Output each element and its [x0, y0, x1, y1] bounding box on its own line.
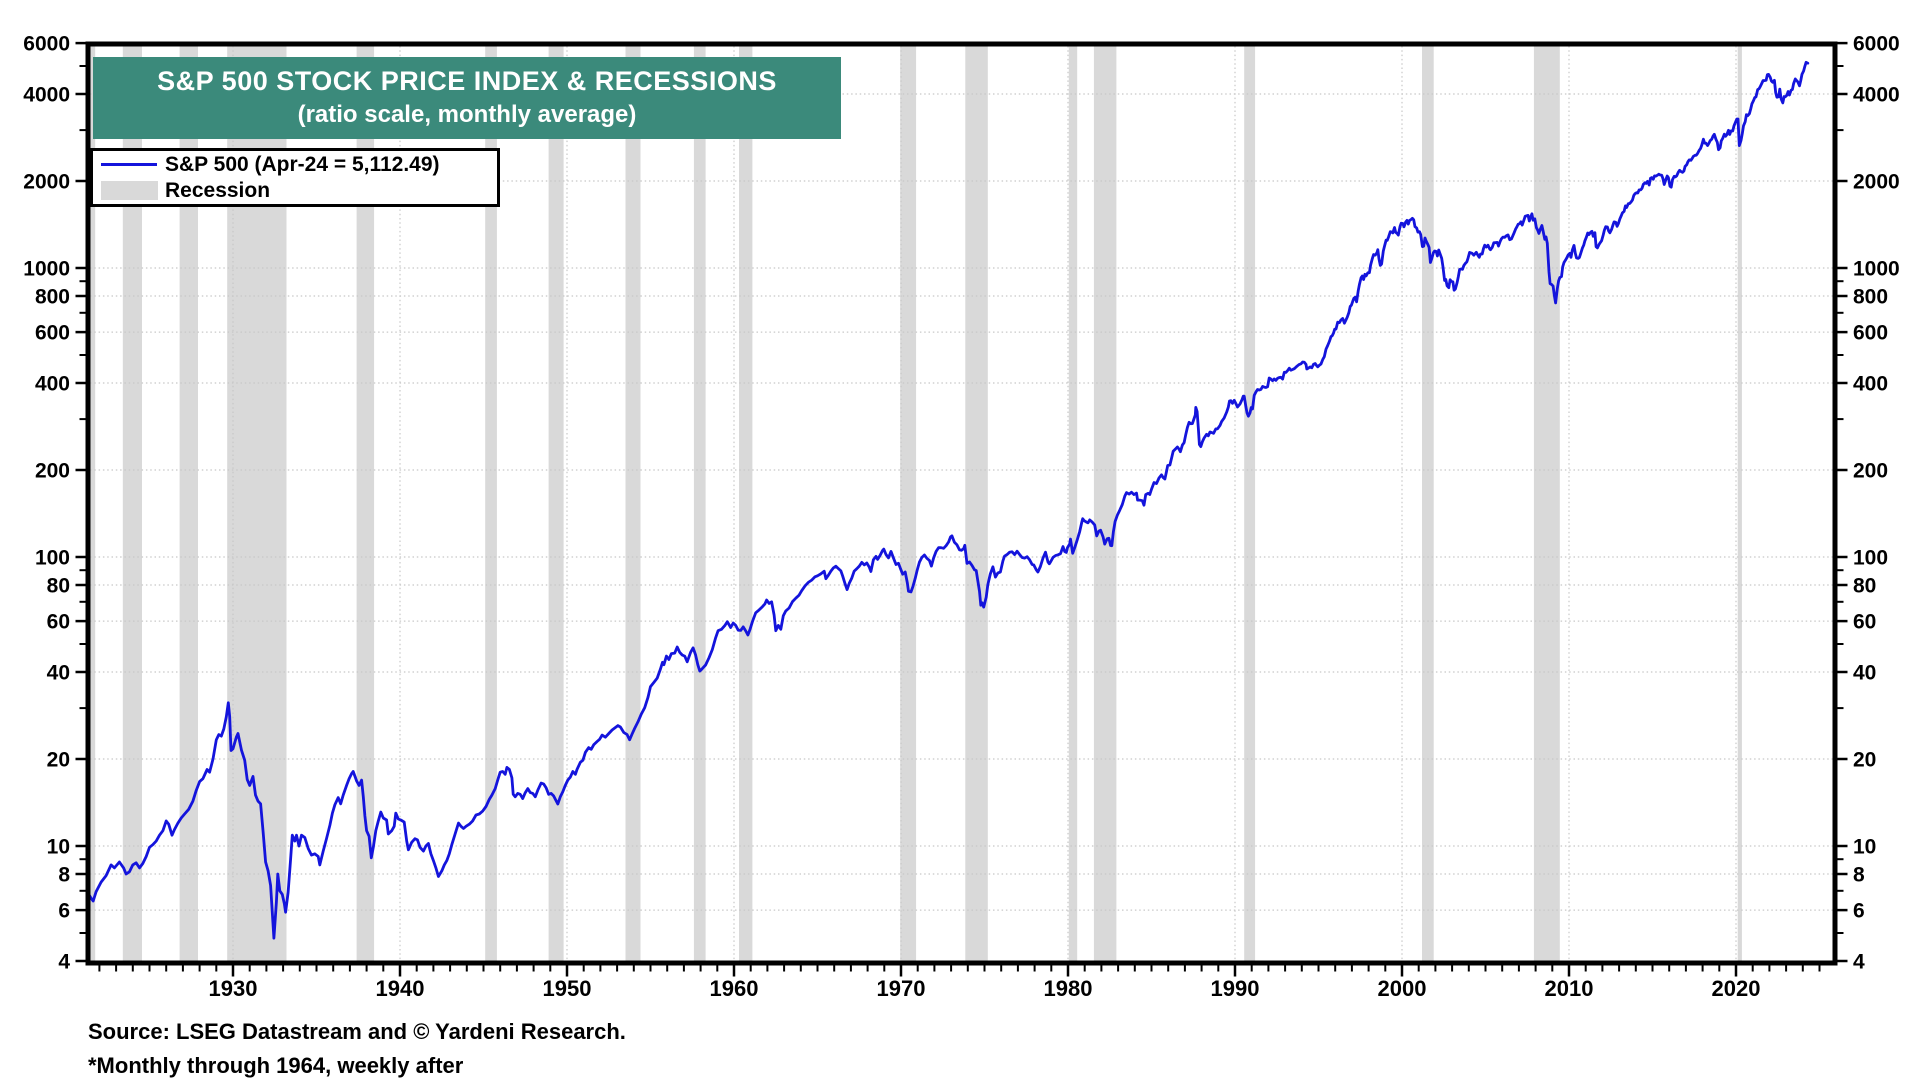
- legend-label-sp500: S&P 500 (Apr-24 = 5,112.49): [165, 152, 440, 176]
- axis-tick-label: 1000: [1853, 258, 1900, 281]
- axis-tick-label: 2000: [1378, 976, 1427, 1001]
- axis-tick-label: 40: [1853, 662, 1876, 685]
- axis-tick-label: 4: [1853, 951, 1865, 974]
- gridlines: [90, 46, 1833, 961]
- axis-tick-label: 60: [1853, 611, 1876, 634]
- axis-tick-label: 4: [58, 951, 70, 974]
- axis-tick-label: 800: [35, 286, 70, 309]
- axis-tick-label: 400: [1853, 373, 1888, 396]
- axis-tick-label: 6000: [23, 33, 70, 56]
- axis-tick-label: 20: [1853, 749, 1876, 772]
- legend-row-recession: Recession: [93, 178, 497, 204]
- sp500-line: [88, 60, 1810, 940]
- axis-tick-label: 4000: [1853, 84, 1900, 107]
- frequency-note: *Monthly through 1964, weekly after: [88, 1053, 464, 1078]
- axis-tick-label: 10: [47, 836, 70, 859]
- axis-tick-label: 400: [35, 373, 70, 396]
- chart-title: S&P 500 STOCK PRICE INDEX & RECESSIONS: [157, 66, 777, 96]
- axis-tick-label: 2000: [1853, 171, 1900, 194]
- axis-tick-label: 80: [47, 575, 70, 598]
- plot-frame: [85, 41, 1838, 966]
- axis-tick-label: 800: [1853, 286, 1888, 309]
- axis-tick-label: 4000: [23, 84, 70, 107]
- axis-tick-label: 20: [47, 749, 70, 772]
- axis-tick-label: 200: [35, 460, 70, 483]
- chart-subtitle: (ratio scale, monthly average): [297, 101, 637, 128]
- axis-tick-label: 2020: [1712, 976, 1761, 1001]
- recession-swatch: [100, 181, 158, 200]
- axis-tick-label: 1940: [376, 976, 425, 1001]
- sp500-line-swatch: [101, 163, 157, 166]
- axis-tick-label: 2000: [23, 171, 70, 194]
- axis-tick-label: 1960: [710, 976, 759, 1001]
- axis-tick-label: 100: [1853, 547, 1888, 570]
- axis-tick-label: 100: [35, 547, 70, 570]
- axis-tick-label: 80: [1853, 575, 1876, 598]
- legend-label-recession: Recession: [165, 178, 271, 202]
- axis-tick-label: 40: [47, 662, 70, 685]
- legend-row-sp500: S&P 500 (Apr-24 = 5,112.49): [93, 152, 497, 178]
- sp500-series: [88, 60, 1810, 940]
- chart-title-box: S&P 500 STOCK PRICE INDEX & RECESSIONS (…: [93, 57, 841, 139]
- axis-tick-label: 1000: [23, 258, 70, 281]
- axis-tick-label: 1950: [543, 976, 592, 1001]
- axis-tick-label: 600: [35, 322, 70, 345]
- axis-tick-label: 6000: [1853, 33, 1900, 56]
- axis-tick-label: 1990: [1211, 976, 1260, 1001]
- recession-bands: [88, 46, 1742, 961]
- axis-tick-label: 1980: [1044, 976, 1093, 1001]
- axis-tick-label: 2010: [1545, 976, 1594, 1001]
- axis-tick-label: 6: [1853, 900, 1865, 923]
- legend: S&P 500 (Apr-24 = 5,112.49) Recession: [90, 148, 500, 207]
- axis-tick-label: 60: [47, 611, 70, 634]
- axis-ticks: [75, 41, 1848, 977]
- axis-tick-label: 6: [58, 900, 70, 923]
- axis-tick-label: 1970: [877, 976, 926, 1001]
- axis-tick-label: 8: [58, 864, 70, 887]
- source-note: Source: LSEG Datastream and © Yardeni Re…: [88, 1019, 626, 1044]
- axis-tick-label: 1930: [209, 976, 258, 1001]
- axis-tick-label: 600: [1853, 322, 1888, 345]
- axis-tick-label: 200: [1853, 460, 1888, 483]
- axis-tick-label: 8: [1853, 864, 1865, 887]
- axis-tick-label: 10: [1853, 836, 1876, 859]
